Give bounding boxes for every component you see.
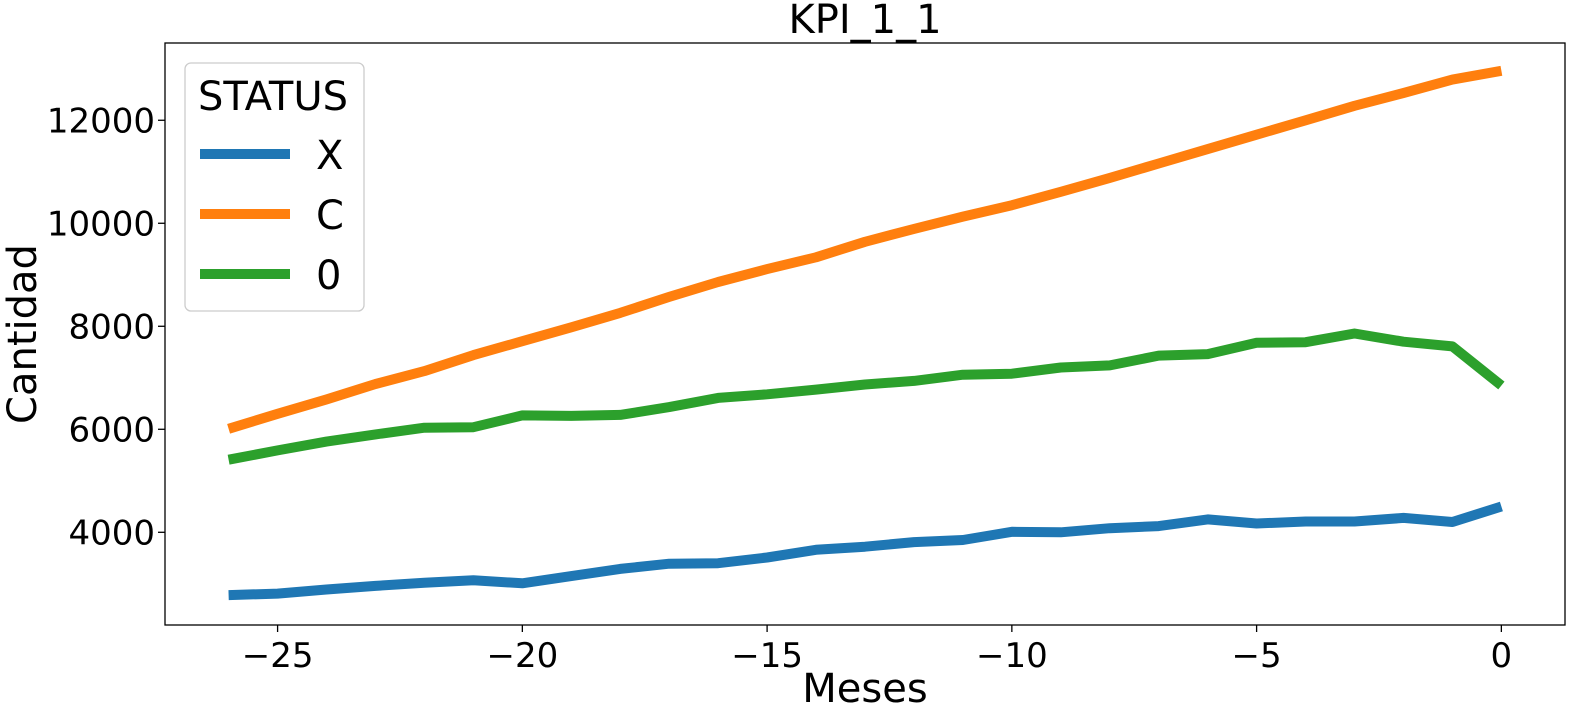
y-axis: 4000 6000 8000 10000 12000: [47, 101, 165, 553]
y-tick-label: 10000: [47, 204, 155, 244]
x-axis: −25 −20 −15 −10 −5 0: [242, 625, 1512, 676]
legend-label-C: C: [316, 193, 344, 239]
legend-label-X: X: [316, 133, 343, 179]
x-tick-label: −10: [976, 636, 1048, 676]
y-tick-label: 4000: [68, 513, 155, 553]
y-axis-label: Cantidad: [0, 244, 46, 424]
series-line-0: [227, 328, 1505, 465]
chart-title: KPI_1_1: [788, 0, 941, 43]
legend-items: XC 0: [200, 133, 344, 299]
x-tick-label: −15: [731, 636, 803, 676]
y-tick-label: 12000: [47, 101, 155, 141]
legend-label-0: 0: [316, 253, 341, 299]
legend-box: [184, 62, 365, 312]
series-line-C: [227, 65, 1503, 434]
x-axis-label: Meses: [802, 666, 927, 712]
x-tick-label: −20: [486, 636, 558, 676]
plot-frame: [164, 42, 1566, 626]
x-tick-label: −25: [242, 636, 314, 676]
legend: STATUS XC 0: [184, 62, 365, 312]
plot-area: −25 −20 −15 −10 −5 0 4000 6000 8000 10000 12000: [47, 42, 1566, 676]
series-line-X: [228, 501, 1503, 601]
y-tick-label: 8000: [68, 307, 155, 347]
legend-title: STATUS: [198, 74, 348, 120]
series-lines: [227, 65, 1505, 601]
y-tick-label: 6000: [68, 410, 155, 450]
x-tick-label: 0: [1491, 636, 1513, 676]
x-tick-label: −5: [1232, 636, 1282, 676]
